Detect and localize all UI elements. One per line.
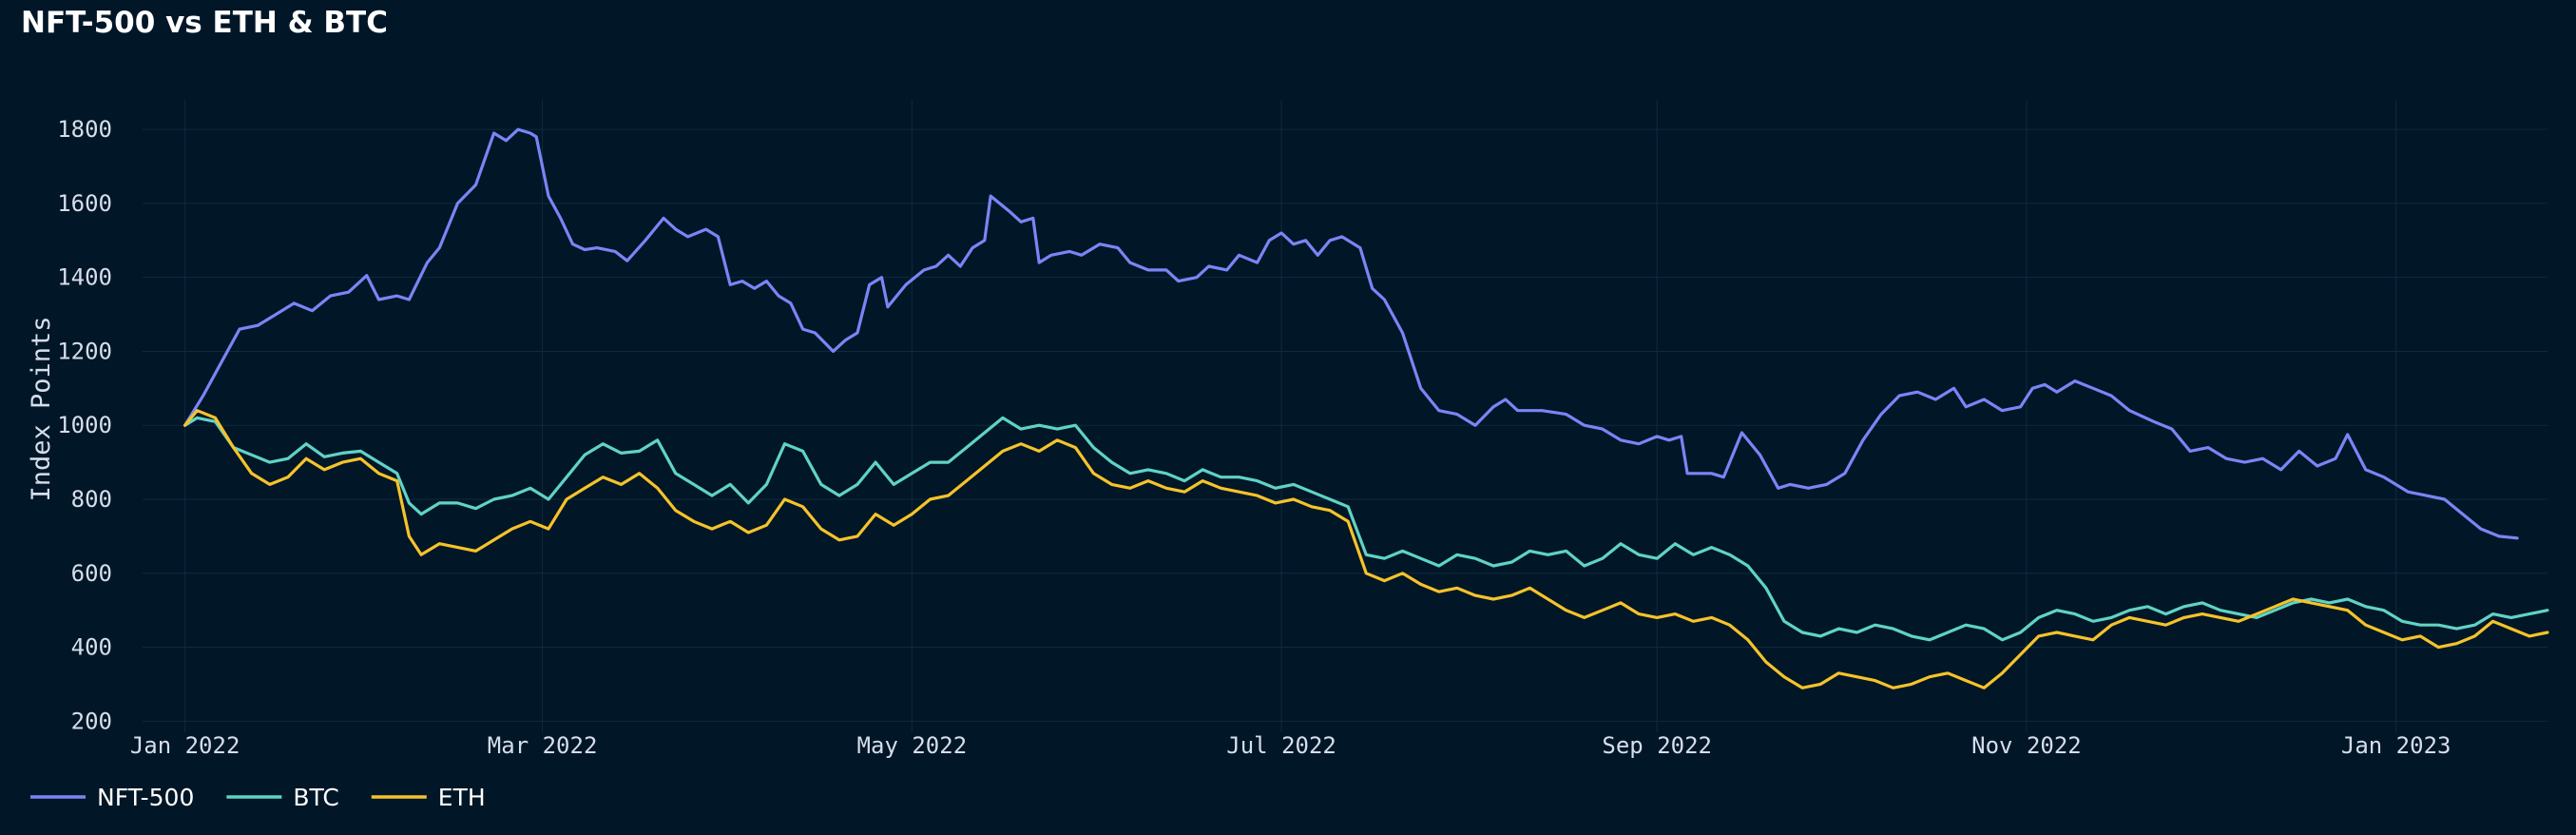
y-tick-label: 200 [71,708,112,734]
y-tick-label: 1200 [57,338,112,364]
y-tick-label: 800 [71,486,112,513]
y-tick-label: 400 [71,634,112,661]
legend-label: NFT-500 [97,784,194,811]
legend-item-btc[interactable]: BTC [226,784,339,811]
chart-title: NFT-500 vs ETH & BTC [21,6,388,40]
legend-label: BTC [293,784,338,811]
x-tick-label: Mar 2022 [488,732,598,759]
y-axis-title: Index Points [27,316,56,501]
x-tick-label: Sep 2022 [1602,732,1712,759]
grid-lines [143,100,2547,732]
legend[interactable]: NFT-500 BTC ETH [30,784,486,811]
series-line-btc [183,416,2549,642]
y-tick-label: 1000 [57,412,112,438]
series-line-nft-500 [183,127,2519,540]
x-tick-label: May 2022 [857,732,968,759]
y-tick-label: 1400 [57,264,112,291]
legend-item-eth[interactable]: ETH [371,784,486,811]
y-tick-label: 1800 [57,116,112,143]
y-tick-label: 1600 [57,190,112,217]
x-tick-label: Jul 2022 [1226,732,1336,759]
x-tick-label: Jan 2023 [2341,732,2451,759]
y-axis: 200 400 600 800 1000 1200 1400 1600 1800 [57,116,112,734]
series-lines [183,127,2549,689]
x-axis: Jan 2022 Mar 2022 May 2022 Jul 2022 Sep 2022… [130,732,2451,759]
legend-item-nft-500[interactable]: NFT-500 [30,784,194,811]
x-tick-label: Jan 2022 [130,732,240,759]
series-line-eth [183,409,2549,689]
x-tick-label: Nov 2022 [1971,732,2082,759]
y-tick-label: 600 [71,560,112,587]
legend-label: ETH [438,784,486,811]
